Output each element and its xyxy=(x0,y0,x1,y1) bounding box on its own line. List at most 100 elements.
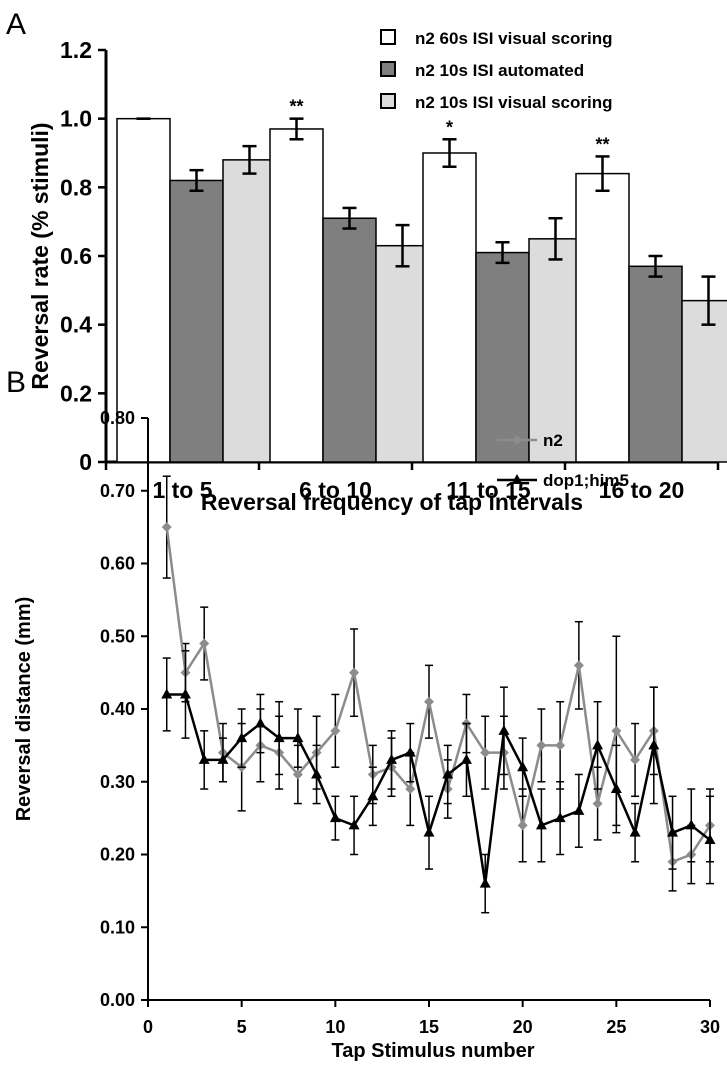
b-x-tick-label: 10 xyxy=(325,1017,345,1037)
b-data-point xyxy=(386,753,398,764)
b-data-point xyxy=(254,717,266,728)
a-bar xyxy=(222,159,277,463)
b-data-point xyxy=(442,768,454,779)
a-bar xyxy=(422,152,477,463)
b-data-point xyxy=(161,688,173,699)
b-data-point xyxy=(199,638,210,649)
b-data-point xyxy=(161,522,172,533)
a-bar xyxy=(375,244,430,463)
b-data-point xyxy=(629,826,641,837)
a-y-tick-label: 0.2 xyxy=(60,380,92,406)
a-significance-marker: * xyxy=(446,117,453,137)
b-data-point xyxy=(423,826,435,837)
line-chart-reversal-distance: 0.00 0.10 0.20 0.30 0.40 0.50 0.60 0.70 0.80 0 5 10… xyxy=(13,408,720,1062)
panel-b-letter: B xyxy=(6,366,26,399)
b-x-tick-label: 0 xyxy=(143,1017,153,1037)
b-x-tick-label: 25 xyxy=(606,1017,626,1037)
b-y-tick-label: 0.50 xyxy=(100,626,135,646)
a-y-tick-label: 0 xyxy=(79,449,92,475)
a-bar xyxy=(575,172,630,463)
b-data-point xyxy=(273,732,285,743)
b-series-line xyxy=(165,526,712,864)
a-bar xyxy=(116,117,171,463)
b-y-tick-label: 0.20 xyxy=(100,845,135,865)
b-x-tick-label: 20 xyxy=(513,1017,533,1037)
b-data-point xyxy=(630,754,641,765)
b-y-tick-label: 0.40 xyxy=(100,699,135,719)
a-y-tick-label: 1.0 xyxy=(60,106,92,132)
b-data-point xyxy=(236,732,248,743)
b-data-point xyxy=(555,740,566,751)
a-legend-swatch xyxy=(380,29,396,45)
b-data-point xyxy=(480,747,491,758)
b-data-point xyxy=(404,746,416,757)
b-data-point xyxy=(517,761,529,772)
b-legend-label: dop1;him5 xyxy=(543,471,629,490)
b-data-point xyxy=(573,660,584,671)
b-data-point xyxy=(311,768,323,779)
b-data-point xyxy=(498,724,510,735)
b-series-dop1-him5 xyxy=(161,650,716,914)
panel-a-letter: A xyxy=(6,8,26,41)
a-legend-label: n2 10s ISI visual scoring xyxy=(415,93,612,112)
a-x-axis-title: Reversal frequency of tap intervals xyxy=(201,489,583,515)
b-data-point xyxy=(592,739,604,750)
a-bar xyxy=(169,179,224,463)
a-category-label: 16 to 20 xyxy=(599,477,685,503)
b-data-point xyxy=(348,819,360,830)
b-y-tick-label: 0.10 xyxy=(100,917,135,937)
b-data-point xyxy=(424,696,434,707)
b-data-point xyxy=(592,798,603,809)
a-category-label: 6 to 10 xyxy=(299,477,372,503)
a-y-tick-label: 0.6 xyxy=(60,243,92,269)
b-data-point xyxy=(554,812,566,823)
b-y-tick-label: 0.30 xyxy=(100,772,135,792)
b-legend-marker xyxy=(512,435,522,445)
a-bar xyxy=(269,128,324,463)
a-category-label: 1 to 5 xyxy=(152,477,212,503)
b-data-point xyxy=(611,725,622,736)
b-data-point xyxy=(536,740,547,751)
b-data-point xyxy=(329,812,341,823)
b-legend-label: n2 xyxy=(543,431,563,450)
a-significance-marker: ** xyxy=(289,97,303,117)
a-bar xyxy=(628,265,683,463)
b-y-axis-title: Reversal distance (mm) xyxy=(13,597,35,822)
b-data-point xyxy=(517,820,528,831)
a-bar xyxy=(681,299,727,463)
b-x-tick-label: 30 xyxy=(700,1017,720,1037)
a-y-tick-label: 0.8 xyxy=(60,174,92,200)
a-bar xyxy=(475,251,530,463)
a-legend-label: n2 10s ISI automated xyxy=(415,61,584,80)
b-data-point xyxy=(217,753,229,764)
a-y-tick-label: 1.2 xyxy=(60,37,92,63)
b-data-point xyxy=(405,784,416,795)
a-bar xyxy=(528,238,583,463)
b-data-point xyxy=(535,819,547,830)
b-y-tick-label: 0.60 xyxy=(100,554,135,574)
a-legend-swatch xyxy=(380,61,396,77)
b-data-point xyxy=(648,739,660,750)
b-y-tick-label: 0.80 xyxy=(100,408,135,428)
b-data-point xyxy=(292,769,303,780)
b-data-point xyxy=(367,790,379,801)
a-legend-label: n2 60s ISI visual scoring xyxy=(415,29,612,48)
b-data-point xyxy=(460,753,472,764)
b-x-tick-label: 5 xyxy=(237,1017,247,1037)
b-legend-marker xyxy=(511,474,523,484)
a-y-tick-label: 0.4 xyxy=(60,312,92,338)
b-data-point xyxy=(479,877,491,888)
b-data-point xyxy=(292,732,304,743)
b-y-tick-label: 0.00 xyxy=(100,990,135,1010)
b-data-point xyxy=(704,833,716,844)
b-data-point xyxy=(573,804,585,815)
b-data-point xyxy=(349,667,360,678)
b-y-tick-label: 0.70 xyxy=(100,481,135,501)
b-x-tick-label: 15 xyxy=(419,1017,439,1037)
a-legend-swatch xyxy=(380,93,396,109)
b-data-point xyxy=(330,725,341,736)
a-significance-marker: ** xyxy=(595,134,609,154)
b-data-point xyxy=(685,819,697,830)
a-bar xyxy=(322,217,377,463)
